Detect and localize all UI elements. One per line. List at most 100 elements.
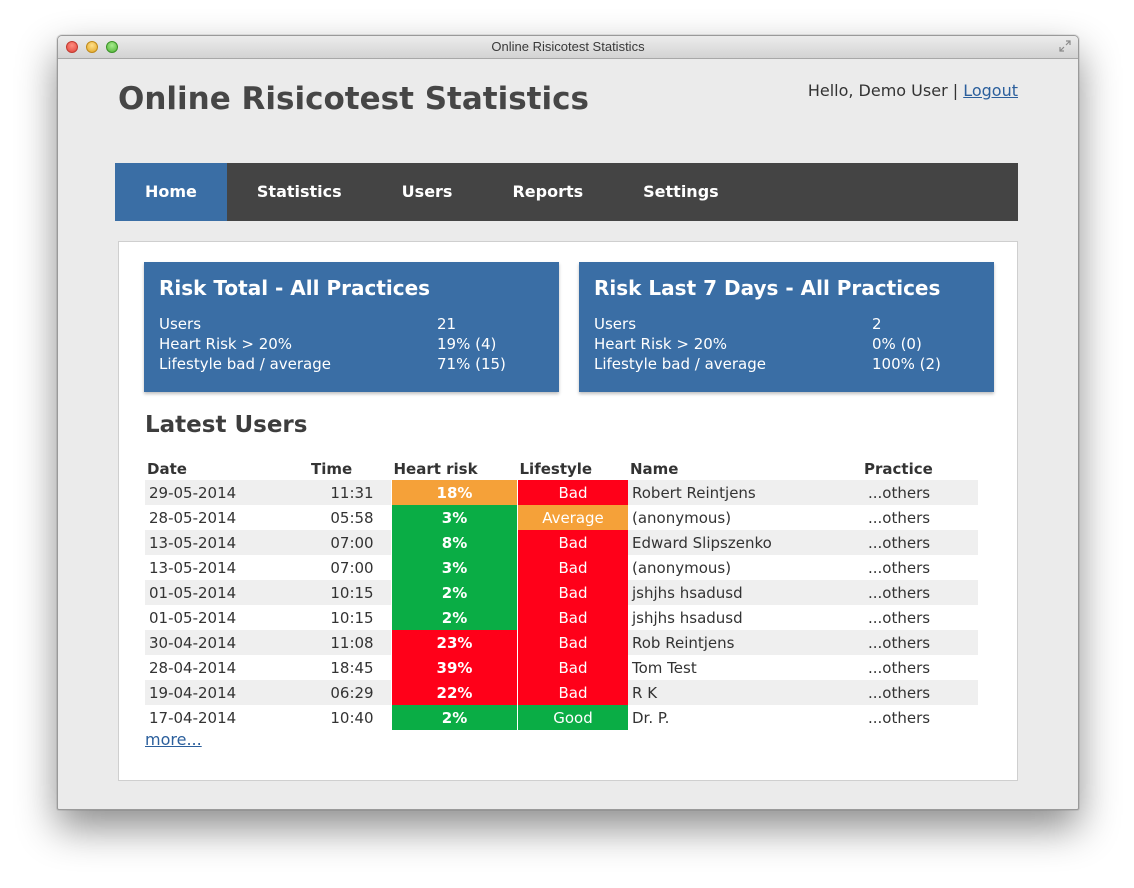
cell-lifestyle: Average — [517, 505, 628, 530]
cell-heart-risk: 18% — [391, 480, 518, 505]
card-row-value: 100% (2) — [872, 355, 941, 373]
card-row-label: Heart Risk > 20% — [159, 335, 293, 353]
minimize-window-icon[interactable] — [86, 41, 98, 53]
cell-time: 07:00 — [330, 558, 374, 577]
cell-time: 10:40 — [330, 708, 374, 727]
cell-heart-risk: 2% — [391, 605, 518, 630]
cell-name: R K — [628, 680, 862, 705]
user-bar-separator: | — [947, 81, 964, 100]
maximize-window-icon[interactable] — [106, 41, 118, 53]
card-row-heart-risk: Heart Risk > 20% 0% (0) — [594, 334, 979, 354]
cell-name: jshjhs hsadusd — [632, 608, 743, 627]
page-title: Online Risicotest Statistics — [118, 81, 589, 117]
cell-practice: ...others — [868, 708, 931, 727]
card-row-label: Heart Risk > 20% — [594, 335, 728, 353]
nav-settings[interactable]: Settings — [643, 182, 719, 201]
table-row[interactable]: 30-04-2014 11:08 23% Bad Rob Reintjens ...oth… — [145, 630, 978, 655]
cell-practice: ...others — [868, 508, 931, 527]
column-header-practice: Practice — [864, 460, 933, 478]
card-row-users: Users 2 — [594, 314, 979, 334]
table-row[interactable]: 01-05-2014 10:15 2% Bad jshjhs hsadusd ...oth… — [145, 580, 978, 605]
close-window-icon[interactable] — [66, 41, 78, 53]
cell-date: 13-05-2014 — [145, 530, 309, 555]
cell-lifestyle: Bad — [517, 555, 628, 580]
card-row-value: 71% (15) — [437, 355, 506, 373]
latest-users-table: Date Time Heart risk Lifestyle Name Prac… — [145, 458, 978, 730]
more-users-link[interactable]: more... — [145, 730, 202, 749]
latest-users-body: 29-05-2014 11:31 18% Bad Robert Reintjens...… — [145, 480, 978, 730]
logout-link[interactable]: Logout — [963, 81, 1018, 100]
cell-date: 01-05-2014 — [145, 580, 309, 605]
window-title: Online Risicotest Statistics — [491, 39, 645, 54]
card-row-lifestyle: Lifestyle bad / average 71% (15) — [159, 354, 544, 374]
cell-heart-risk: 3% — [391, 555, 518, 580]
cell-practice: ...others — [868, 658, 931, 677]
cell-practice: ...others — [862, 680, 978, 705]
user-greeting: Hello, Demo User — [807, 81, 948, 100]
column-header-date: Date — [147, 460, 187, 478]
page-content: Online Risicotest Statistics Hello, Demo… — [58, 59, 1078, 809]
fullscreen-icon[interactable] — [1058, 40, 1072, 54]
user-bar: Hello, Demo User | Logout — [808, 81, 1018, 100]
risk-last-7-days-card: Risk Last 7 Days - All Practices Users 2… — [579, 262, 994, 392]
cell-date: 28-04-2014 — [149, 658, 237, 677]
cell-lifestyle: Bad — [517, 580, 628, 605]
column-header-time: Time — [311, 460, 353, 478]
cell-name: Dr. P. — [632, 708, 670, 727]
card-row-value: 19% (4) — [437, 335, 497, 353]
table-row[interactable]: 01-05-2014 10:15 2% Bad jshjhs hsadusd ...oth… — [145, 605, 978, 630]
card-row-value: 0% (0) — [872, 335, 922, 353]
card-row-label: Lifestyle bad / average — [594, 355, 767, 373]
table-row[interactable]: 29-05-2014 11:31 18% Bad Robert Reintjens...… — [145, 480, 978, 505]
cell-time: 11:08 — [309, 630, 392, 655]
cell-lifestyle: Bad — [517, 480, 628, 505]
card-title: Risk Total - All Practices — [159, 276, 431, 300]
cell-lifestyle: Bad — [517, 680, 628, 705]
table-row[interactable]: 19-04-2014 06:29 22% Bad R K ...others — [145, 680, 978, 705]
main-nav: Home Statistics Users Reports Settings — [115, 163, 1018, 221]
cell-date: 17-04-2014 — [149, 708, 237, 727]
table-row[interactable]: 13-05-2014 07:00 8% Bad Edward Slipszenko...… — [145, 530, 978, 555]
cell-name: Robert Reintjens — [628, 480, 862, 505]
nav-statistics[interactable]: Statistics — [256, 182, 342, 201]
card-row-value: 21 — [437, 315, 457, 333]
card-row-value: 2 — [872, 315, 882, 333]
latest-users-heading: Latest Users — [145, 412, 308, 438]
cell-name: (anonymous) — [632, 508, 732, 527]
card-row-label: Users — [159, 315, 202, 333]
nav-reports[interactable]: Reports — [512, 182, 584, 201]
table-row[interactable]: 17-04-2014 10:40 2% Good Dr. P. ...others — [145, 705, 978, 730]
nav-home[interactable]: Home — [115, 163, 227, 221]
table-row[interactable]: 28-05-2014 05:58 3% Average (anonymous) ...ot… — [145, 505, 978, 530]
cell-heart-risk: 22% — [391, 680, 518, 705]
cell-name: Tom Test — [632, 658, 697, 677]
cell-date: 28-05-2014 — [149, 508, 237, 527]
cell-time: 10:15 — [309, 580, 392, 605]
table-row[interactable]: 28-04-2014 18:45 39% Bad Tom Test ...others — [145, 655, 978, 680]
column-header-lifestyle: Lifestyle — [519, 460, 593, 478]
cell-date: 13-05-2014 — [149, 558, 237, 577]
cell-name: (anonymous) — [632, 558, 732, 577]
dashboard-panel: Risk Total - All Practices Users 21 Hear… — [118, 241, 1018, 781]
card-title: Risk Last 7 Days - All Practices — [594, 276, 941, 300]
cell-practice: ...others — [862, 480, 978, 505]
cell-lifestyle: Bad — [517, 630, 628, 655]
cell-time: 11:31 — [309, 480, 392, 505]
cell-name: Rob Reintjens — [628, 630, 862, 655]
window-titlebar: Online Risicotest Statistics — [58, 36, 1078, 59]
cell-time: 07:00 — [309, 530, 392, 555]
cell-lifestyle: Bad — [517, 605, 628, 630]
card-row-heart-risk: Heart Risk > 20% 19% (4) — [159, 334, 544, 354]
cell-date: 19-04-2014 — [145, 680, 309, 705]
cell-date: 30-04-2014 — [145, 630, 309, 655]
table-row[interactable]: 13-05-2014 07:00 3% Bad (anonymous) ...others — [145, 555, 978, 580]
cell-lifestyle: Bad — [517, 530, 628, 555]
cell-heart-risk: 2% — [391, 580, 518, 605]
cell-date: 01-05-2014 — [149, 608, 237, 627]
nav-users[interactable]: Users — [401, 182, 453, 201]
cell-practice: ...others — [862, 580, 978, 605]
column-header-heart-risk: Heart risk — [393, 460, 478, 478]
cell-time: 18:45 — [330, 658, 374, 677]
cell-practice: ...others — [862, 630, 978, 655]
cell-heart-risk: 3% — [391, 505, 518, 530]
